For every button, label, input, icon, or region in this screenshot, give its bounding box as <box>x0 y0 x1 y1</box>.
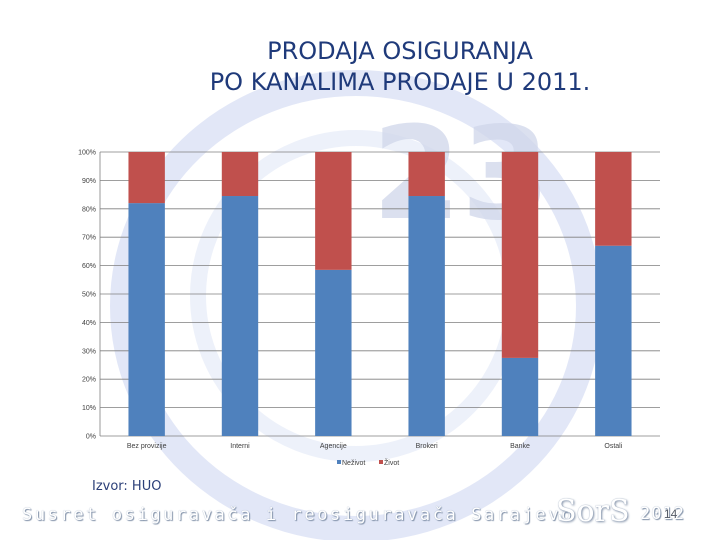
y-tick-label: 60% <box>82 263 96 270</box>
bar-segment-zivot <box>221 152 259 197</box>
y-tick-label: 30% <box>82 348 96 355</box>
slide-title: PRODAJA OSIGURANJA PO KANALIMA PRODAJE U… <box>140 36 660 98</box>
y-tick-label: 80% <box>82 206 96 213</box>
title-line-1: PRODAJA OSIGURANJA <box>267 37 533 65</box>
x-tick-label: Bez provizije <box>127 443 167 450</box>
y-tick-label: 90% <box>82 178 96 185</box>
bar-segment-zivot <box>501 152 539 358</box>
legend-label: Neživot <box>342 460 365 467</box>
bar-segment-zivot <box>128 152 165 204</box>
y-tick-label: 70% <box>82 235 96 242</box>
gridlines <box>100 151 660 437</box>
bars <box>128 152 632 436</box>
legend: Neživot Život <box>337 458 399 467</box>
legend-swatch <box>337 460 341 464</box>
legend-label: Život <box>384 458 399 467</box>
footer-event-name: Susret osiguravača i reosiguravača Saraj… <box>22 505 574 525</box>
bar-segment-zivot <box>315 152 352 270</box>
page-number: 14 <box>664 507 678 521</box>
y-tick-label: 40% <box>82 320 96 327</box>
title-line-2: PO KANALIMA PRODAJE U 2011. <box>209 68 591 96</box>
x-tick-label: Agencije <box>320 443 347 450</box>
footer-logo: SorS <box>556 494 630 529</box>
y-tick-label: 0% <box>86 434 96 441</box>
y-tick-label: 50% <box>82 292 96 299</box>
y-tick-label: 10% <box>82 405 96 412</box>
y-tick-label: 20% <box>82 377 96 384</box>
bar-segment-nezivot <box>501 357 539 436</box>
source-note: Izvor: HUO <box>92 479 162 494</box>
bar-segment-nezivot <box>408 196 445 436</box>
axes: 0% 10% 20% 30% 40% 50% 60% 70% 80% 90% 100% Bez pro… <box>78 150 623 451</box>
bar-segment-nezivot <box>221 196 259 436</box>
bar-segment-zivot <box>595 152 632 246</box>
x-tick-label: Interni <box>230 443 250 450</box>
bar-segment-zivot <box>408 152 445 197</box>
y-tick-label: 100% <box>78 150 96 157</box>
footer-year: 2012 <box>640 504 685 524</box>
x-tick-label: Brokeri <box>416 443 439 450</box>
bar-segment-nezivot <box>315 269 352 436</box>
bar-segment-nezivot <box>128 203 165 436</box>
legend-swatch <box>379 460 383 464</box>
bar-segment-nezivot <box>595 245 632 436</box>
x-tick-label: Banke <box>510 443 530 450</box>
x-tick-label: Ostali <box>604 443 622 450</box>
